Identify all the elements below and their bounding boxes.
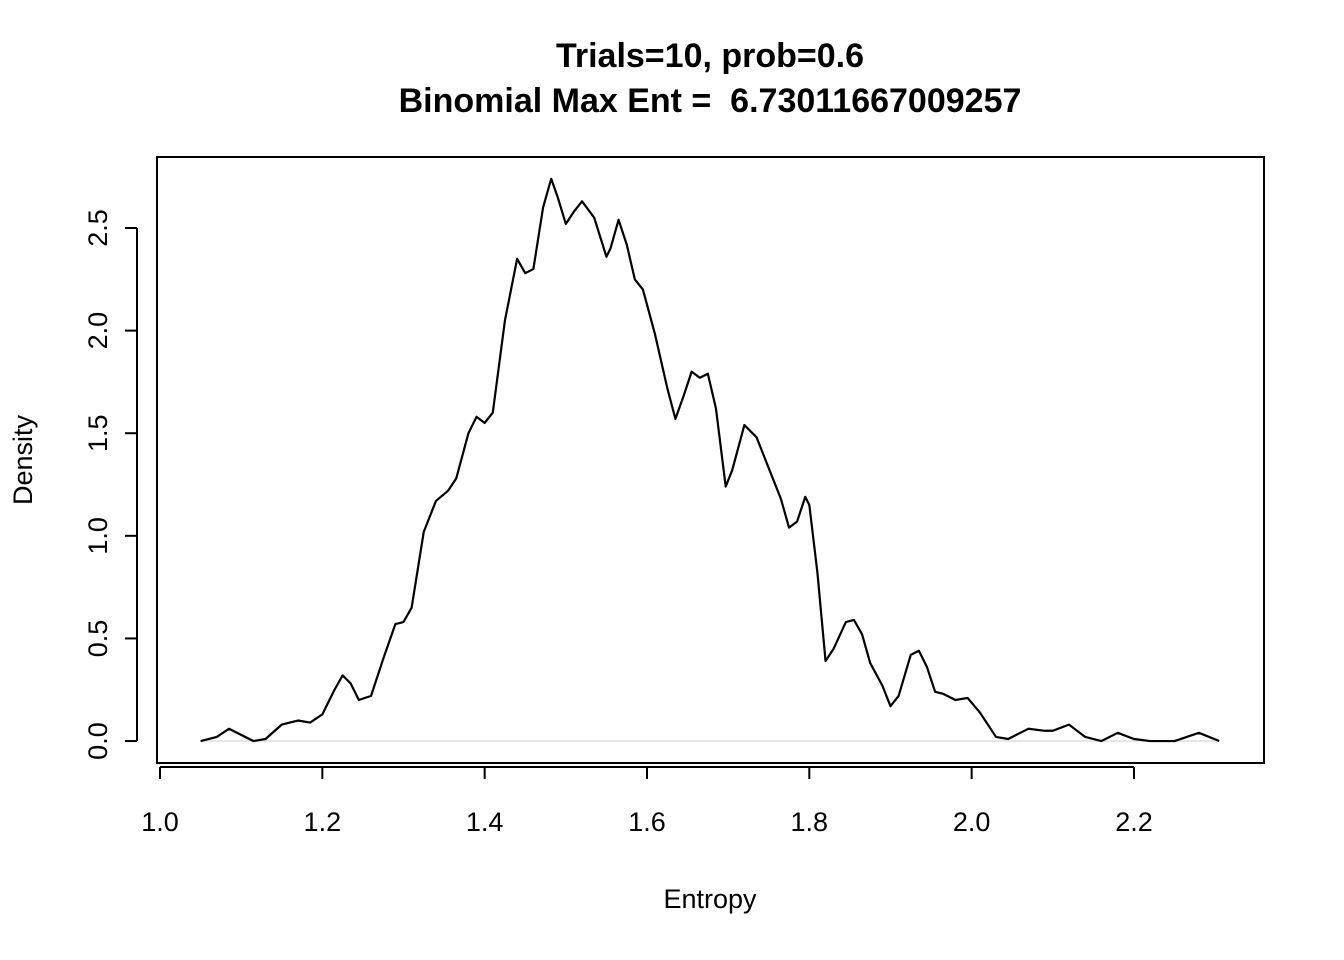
y-tick-label: 1.0: [83, 517, 113, 555]
x-tick-label: 1.4: [466, 807, 504, 837]
x-axis-label: Entropy: [663, 884, 757, 914]
density-line: [200, 177, 1220, 743]
y-axis-label: Density: [8, 414, 38, 505]
x-tick-label: 1.0: [141, 807, 179, 837]
x-tick-label: 1.8: [791, 807, 829, 837]
plot-frame: [156, 156, 1265, 764]
y-tick-label: 0.5: [83, 620, 113, 658]
y-tick-label: 0.0: [83, 722, 113, 760]
x-tick-label: 1.2: [304, 807, 342, 837]
chart-title: Trials=10, prob=0.6: [556, 37, 864, 75]
x-tick-label: 2.2: [1115, 807, 1153, 837]
y-tick-label: 2.0: [83, 312, 113, 350]
y-tick-label: 2.5: [83, 209, 113, 247]
x-tick-label: 2.0: [953, 807, 991, 837]
x-tick-label: 1.6: [628, 807, 666, 837]
y-tick-label: 1.5: [83, 414, 113, 452]
chart-subtitle: Binomial Max Ent = 6.73011667009257: [399, 82, 1022, 120]
